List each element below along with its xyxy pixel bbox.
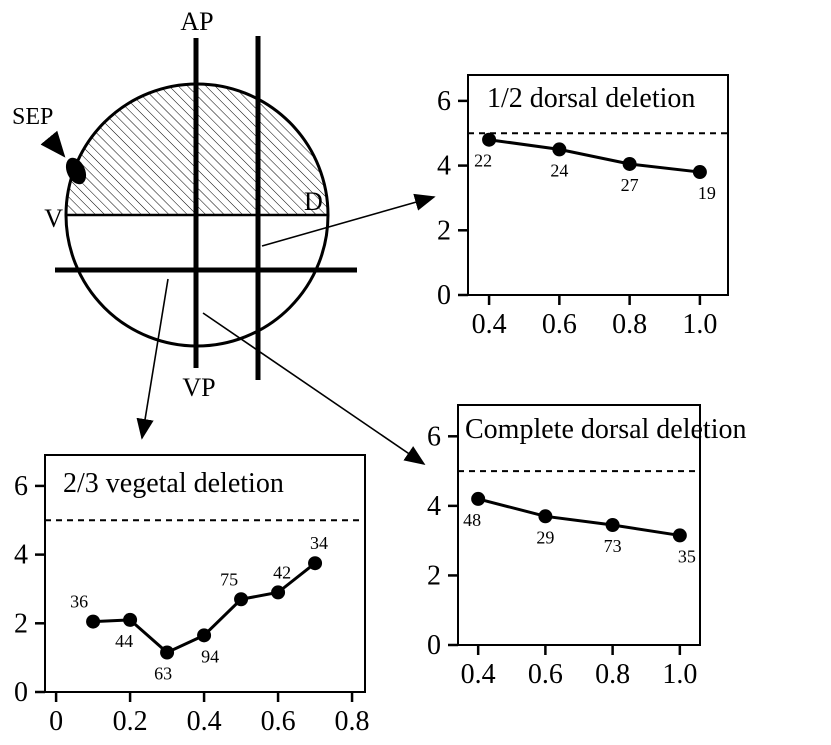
x-tick-label: 0.4 [472,309,507,340]
sperm-entry-point-blob [65,157,87,185]
point-count-label: 42 [273,562,291,582]
point-count-label: 35 [678,546,696,566]
chart-title: 2/3 vegetal deletion [63,468,284,499]
data-point [552,142,567,157]
y-tick-label: 2 [437,215,451,246]
x-tick-label: 0.8 [595,659,630,690]
chart-title: 1/2 dorsal deletion [487,83,695,114]
point-count-label: 19 [698,183,716,203]
data-point [622,156,637,171]
data-point [308,556,323,571]
x-tick-label: 0.6 [261,706,296,737]
y-tick-label: 4 [427,491,441,522]
data-point [538,509,553,524]
x-tick-label: 0 [49,706,63,737]
dorsal-label: D [304,187,323,216]
x-tick-label: 1.0 [662,659,697,690]
data-point [123,612,138,627]
connector-arrows [136,193,436,465]
ventral-label: V [44,204,63,233]
y-tick-label: 4 [14,540,28,571]
plot-frame [457,404,701,646]
point-count-label: 34 [310,533,328,553]
sep-label: SEP [12,104,53,130]
point-count-label: 63 [154,664,172,684]
animal-pole-label: AP [180,7,213,36]
data-point [271,585,286,600]
arrow-to-vegetal-chart [136,278,169,440]
data-point [482,132,497,147]
data-line [488,138,701,174]
y-tick-label: 6 [437,86,451,117]
data-line [477,497,681,537]
y-tick-label: 6 [427,421,441,452]
x-tick-label: 1.0 [682,309,717,340]
y-tick-label: 6 [14,471,28,502]
point-count-label: 73 [604,536,622,556]
point-count-label: 94 [201,646,219,666]
data-point [672,528,687,543]
x-tick-label: 0.4 [461,659,496,690]
point-count-label: 48 [463,510,481,530]
point-count-label: 27 [621,175,639,195]
point-count-label: 36 [70,592,88,612]
y-tick-label: 0 [427,630,441,661]
y-tick-label: 2 [427,560,441,591]
y-tick-label: 0 [14,677,28,708]
x-tick-label: 0.8 [335,706,370,737]
point-count-label: 24 [550,160,568,180]
arrow-to-half-dorsal-chart [261,193,436,247]
data-point [86,614,101,629]
chart-complete-dorsal-deletion: Complete dorsal deletion 0 2 4 6 0.4 0.6 0.8 1.… [427,404,747,690]
x-tick-label: 0.4 [187,706,222,737]
point-count-label: 44 [115,631,133,651]
y-tick-label: 4 [437,151,451,182]
data-point [234,592,249,607]
x-tick-label: 0.8 [612,309,647,340]
data-point [160,645,175,660]
data-point [471,491,486,506]
chart-vegetal-deletion: 2/3 vegetal deletion 0 2 4 6 0 0.2 0.4 0.6 0.8 36… [14,454,370,737]
arrow-to-complete-dorsal-chart [202,312,426,465]
chart-title: Complete dorsal deletion [465,414,747,445]
vegetal-pole-label: VP [182,373,215,402]
data-point [605,518,620,532]
sep-pointer-arrow [40,130,66,158]
x-tick-label: 0.6 [542,309,577,340]
x-tick-label: 0.2 [113,706,148,737]
embryo-diagram: AP VP SEP V D [12,7,357,402]
y-tick-label: 0 [437,280,451,311]
y-tick-label: 2 [14,608,28,639]
x-tick-label: 0.6 [528,659,563,690]
plot-frame [467,74,729,296]
data-point [692,165,707,180]
data-point [197,628,212,643]
point-count-label: 22 [474,151,492,171]
point-count-label: 75 [220,569,238,589]
point-count-label: 29 [536,527,554,547]
